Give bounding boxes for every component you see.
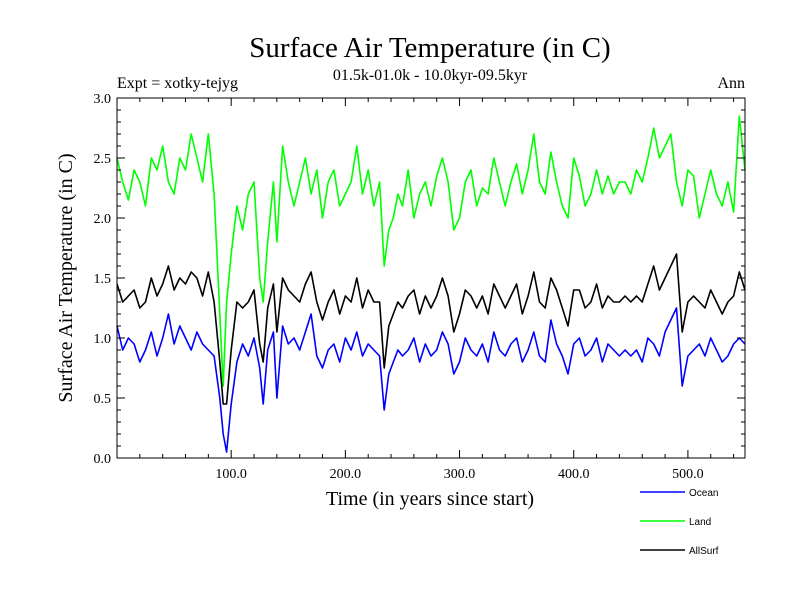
series-line-land	[116, 115, 746, 387]
x-axis-label: Time (in years since start)	[326, 488, 534, 510]
y-axis-label: Surface Air Temperature (in C)	[55, 153, 77, 402]
series-line-allsurf	[116, 253, 746, 405]
legend-label-ocean: Ocean	[689, 488, 718, 499]
legend: Ocean Land AllSurf	[640, 488, 719, 557]
y-tick-label: 0.0	[94, 452, 112, 467]
y-tick-label: 2.0	[94, 212, 112, 227]
plot-frame	[116, 97, 746, 459]
series-line-ocean	[116, 307, 746, 453]
legend-label-allsurf: AllSurf	[689, 546, 719, 557]
y-tick-label: 2.5	[94, 152, 112, 167]
chart-subtitle: 01.5k-01.0k - 10.0kyr-09.5kyr	[333, 67, 528, 84]
season-label: Ann	[717, 75, 745, 92]
y-tick-label: 1.5	[94, 272, 112, 287]
x-tick-label: 400.0	[558, 467, 590, 482]
y-tick-label: 1.0	[94, 332, 112, 347]
x-tick-label: 300.0	[444, 467, 476, 482]
y-tick-label: 0.5	[94, 392, 112, 407]
legend-label-land: Land	[689, 517, 711, 528]
experiment-label: Expt = xotky-tejyg	[117, 75, 238, 92]
x-tick-label: 200.0	[330, 467, 362, 482]
y-tick-label: 3.0	[94, 92, 112, 107]
x-tick-label: 500.0	[672, 467, 704, 482]
plot-area: 0.0 0.5 1.0 1.5 2.0 2.5 3.0 100.0 200.0 300.0 400.…	[94, 92, 746, 482]
x-tick-label: 100.0	[215, 467, 247, 482]
chart-title: Surface Air Temperature (in C)	[249, 32, 610, 64]
